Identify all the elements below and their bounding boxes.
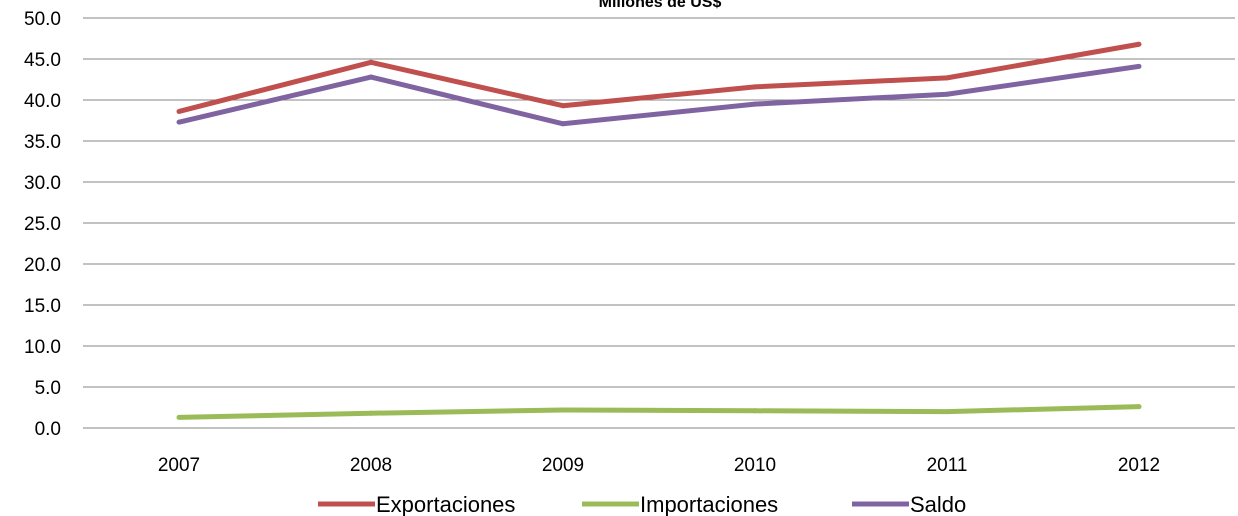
series-importaciones (176, 404, 1142, 420)
data-point (944, 75, 950, 81)
legend-item: Saldo (852, 492, 966, 516)
x-tick-label: 2011 (927, 455, 968, 476)
legend-label: Saldo (910, 492, 966, 516)
y-tick-label: 5.0 (35, 378, 61, 399)
x-tick-label: 2009 (542, 455, 584, 476)
legend-item: Exportaciones (318, 492, 515, 516)
data-point (1136, 41, 1142, 47)
data-point (944, 409, 950, 415)
y-tick-label: 40.0 (24, 91, 61, 112)
y-tick-label: 20.0 (24, 255, 61, 276)
y-tick-label: 25.0 (24, 214, 61, 235)
series-line (178, 41, 1140, 114)
data-point (368, 74, 374, 80)
y-axis-tick-labels: 0.0 5.0 10.0 15.0 20.0 25.0 30.0 35.0 40.0 45.0 50… (24, 9, 61, 440)
data-point (752, 101, 758, 107)
x-tick-label: 2007 (158, 455, 200, 476)
data-point (944, 91, 950, 97)
data-point (1136, 63, 1142, 69)
series-line (178, 404, 1140, 420)
legend-label: Importaciones (640, 492, 778, 516)
x-tick-label: 2008 (350, 455, 392, 476)
data-point (560, 407, 566, 413)
x-axis-tick-labels: 2007 2008 2009 2010 2011 2012 (158, 455, 1160, 476)
series-lines (176, 41, 1142, 420)
series-line (178, 63, 1140, 127)
legend-label: Exportaciones (376, 492, 515, 516)
y-tick-label: 15.0 (24, 296, 61, 317)
y-tick-label: 35.0 (24, 132, 61, 153)
data-point (752, 408, 758, 414)
data-point (1136, 404, 1142, 410)
data-point (368, 59, 374, 65)
data-point (560, 103, 566, 109)
data-point (752, 84, 758, 90)
data-point (176, 108, 182, 114)
y-tick-label: 0.0 (35, 419, 61, 440)
y-tick-label: 50.0 (24, 9, 61, 30)
series-saldo (176, 63, 1142, 127)
legend-item: Importaciones (582, 492, 778, 516)
data-point (176, 414, 182, 420)
data-point (368, 410, 374, 416)
data-point (560, 121, 566, 127)
chart-title: Millones de US$ (599, 0, 722, 11)
y-tick-label: 10.0 (24, 337, 61, 358)
data-point (176, 119, 182, 125)
y-tick-label: 30.0 (24, 173, 61, 194)
x-tick-label: 2012 (1118, 455, 1160, 476)
y-tick-label: 45.0 (24, 50, 61, 71)
series-exportaciones (176, 41, 1142, 114)
x-tick-label: 2010 (734, 455, 776, 476)
legend: Exportaciones Importaciones Saldo (318, 492, 966, 516)
